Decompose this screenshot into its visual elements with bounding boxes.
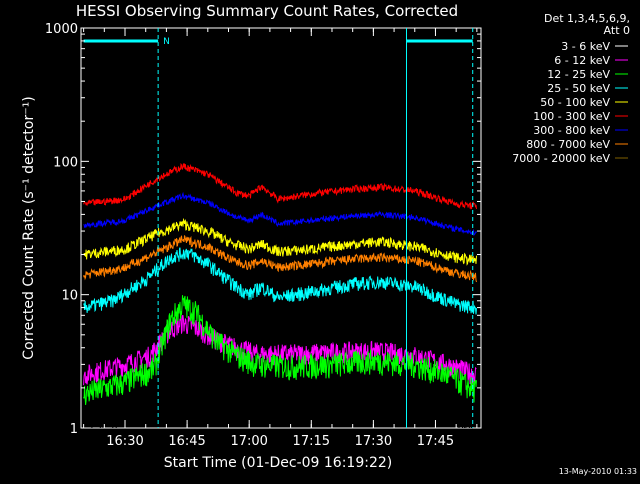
x-tick-label: 17:30	[355, 434, 392, 449]
series-line	[83, 191, 477, 237]
legend-label: 100 - 300 keV	[533, 110, 610, 123]
footer-date: 13-May-2010 01:33	[559, 467, 637, 476]
x-tick-label: 17:00	[230, 434, 267, 449]
legend-label: 25 - 50 keV	[547, 82, 610, 95]
night-marker-label: N	[163, 37, 170, 47]
series-300-800-kev	[83, 162, 477, 210]
marker-layer: N	[83, 28, 474, 428]
y-tick-label: 100	[53, 155, 78, 170]
series-line	[91, 327, 478, 429]
y-axis-label: Corrected Count Rate (s⁻¹ detector⁻¹)	[21, 96, 37, 359]
legend-label: 7000 - 20000 keV	[512, 152, 610, 165]
series-line	[83, 217, 477, 266]
legend-label: 300 - 800 keV	[533, 124, 610, 137]
series-50-100-kev	[83, 217, 477, 266]
series-3-6-kev	[91, 327, 478, 429]
x-tick-label: 16:45	[168, 434, 205, 449]
series-line	[83, 235, 477, 283]
series-line	[83, 295, 477, 406]
series-800-7000-kev	[83, 235, 477, 283]
plot-area	[80, 27, 482, 429]
legend-header: Att 0	[604, 24, 630, 37]
legend-header: Det 1,3,4,5,6,9,	[544, 12, 630, 25]
series-25-50-kev	[83, 247, 477, 315]
chart-title: HESSI Observing Summary Count Rates, Cor…	[76, 2, 458, 20]
series-layer	[83, 162, 478, 429]
x-tick-label: 17:45	[417, 434, 454, 449]
x-tick-label: 16:30	[106, 434, 143, 449]
series-blue	[83, 191, 477, 237]
legend-label: 6 - 12 keV	[554, 54, 610, 67]
legend-label: 800 - 7000 keV	[526, 138, 610, 151]
series-12-25-kev	[83, 295, 477, 406]
x-tick-label: 17:15	[293, 434, 330, 449]
series-line	[83, 162, 477, 210]
y-tick-label: 1	[70, 422, 78, 437]
legend-label: 3 - 6 keV	[561, 40, 610, 53]
tick-layer: 1 10 100 1000 16:30 16:45 17:00 17:15 17:30 17:45	[45, 22, 481, 449]
x-axis-label: Start Time (01-Dec-09 16:19:22)	[164, 455, 392, 471]
series-line	[83, 247, 477, 315]
legend-label: 12 - 25 keV	[547, 68, 610, 81]
legend-label: 50 - 100 keV	[540, 96, 610, 109]
y-tick-label: 1000	[45, 22, 78, 37]
y-tick-label: 10	[61, 289, 78, 304]
